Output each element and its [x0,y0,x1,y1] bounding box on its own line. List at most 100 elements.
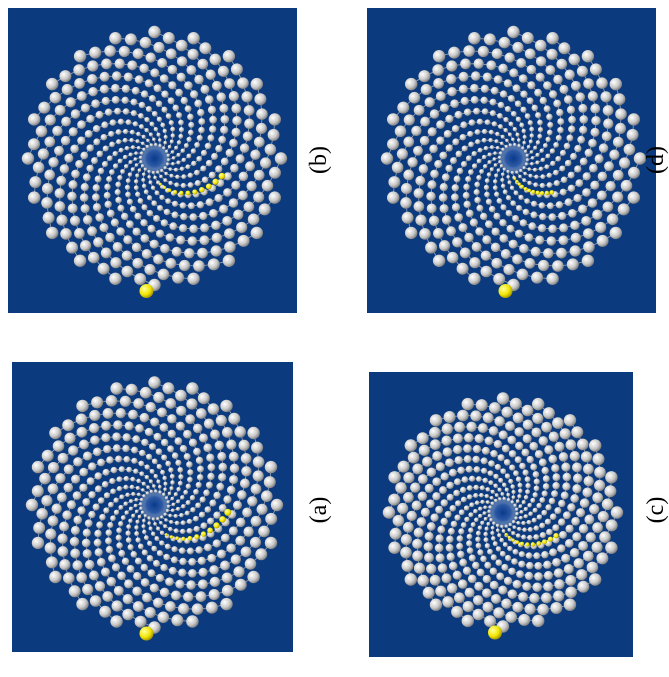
atom [90,435,99,444]
atom [241,453,252,464]
atom [496,572,504,580]
atom [217,92,226,101]
atom [233,210,243,220]
atom [210,577,220,587]
atom [73,457,82,466]
atom [552,417,564,429]
atom [72,560,82,570]
atom [138,515,142,519]
atom [397,102,409,114]
atom [173,105,180,112]
atom [215,441,224,450]
atom [152,484,156,488]
atom [454,176,461,183]
atom [590,181,599,190]
atom [196,482,202,488]
atom [216,483,224,491]
atom [551,464,559,472]
atom [545,519,551,525]
atom [499,234,508,243]
atom [119,494,124,499]
atom [148,569,156,577]
atom [598,172,607,181]
atom [140,219,147,226]
atom [612,192,623,203]
atom [66,242,78,254]
atom [129,507,133,511]
atom [155,190,160,195]
atom [81,103,90,112]
atom [116,129,122,135]
atom [152,138,156,142]
atom [476,399,488,411]
atom [518,614,530,626]
atom [189,439,197,447]
atom [101,433,110,442]
atom [576,92,585,101]
atom [543,475,550,482]
atom [185,511,190,516]
atom [460,59,471,70]
atom [241,91,252,102]
atom [493,179,497,183]
atom [610,78,622,90]
atom [502,483,507,488]
atom [468,512,473,517]
atom [489,402,501,414]
atom [193,448,201,456]
atom [581,451,592,462]
atom [93,203,101,211]
atom [464,455,472,463]
atom [32,461,44,473]
atom [193,424,202,433]
atom [238,190,248,200]
atom [579,115,588,124]
atom [580,498,590,508]
atom [474,59,484,69]
atom [398,461,410,473]
atom [532,105,539,112]
atom [174,528,179,533]
atom [467,534,473,540]
atom [149,180,153,184]
yellow-atom [179,191,183,195]
atom [170,480,174,484]
atom [135,558,142,565]
atom [128,410,138,420]
atom [180,495,184,499]
atom [168,181,172,185]
atom [484,33,496,45]
atom [461,522,467,528]
atom [572,484,581,493]
atom [548,455,557,464]
atom [491,526,495,530]
atom [186,500,191,505]
atom [606,519,618,531]
atom [229,475,238,484]
atom [102,161,108,167]
atom [121,213,128,220]
atom [147,541,152,546]
yellow-atom [550,190,555,195]
atom [160,74,169,83]
atom [150,122,155,127]
atom [188,173,193,178]
atom [26,499,38,511]
atom [229,526,238,535]
atom [496,528,500,532]
atom [550,161,555,166]
atom [222,572,233,583]
atom [87,144,94,151]
atom [493,213,500,220]
atom [387,138,399,150]
atom [178,474,183,479]
atom [417,575,429,587]
atom [490,531,494,535]
atom [473,108,480,115]
atom [265,461,277,473]
atom [144,535,149,540]
atom [494,163,498,167]
atom [104,192,111,199]
atom [98,497,105,504]
atom [199,212,207,220]
